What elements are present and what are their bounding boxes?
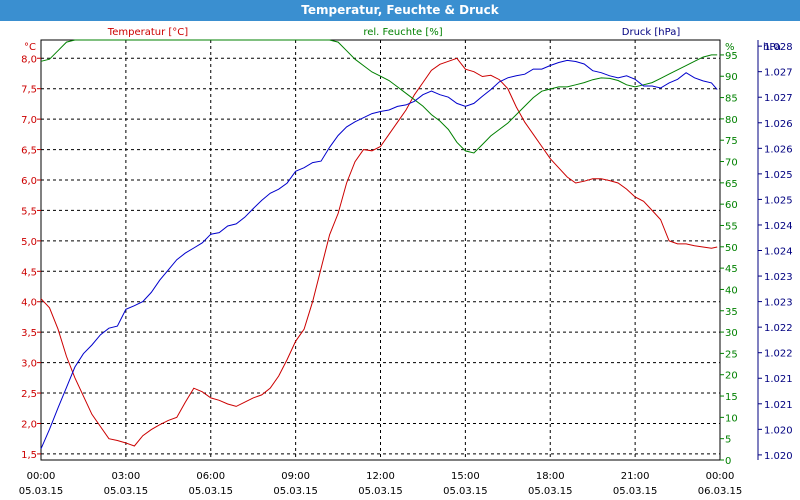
pressure-tick-label: 1.026 — [764, 119, 793, 130]
x-tick-date: 05.03.15 — [613, 486, 658, 497]
pressure-tick-label: 1.024 — [764, 247, 793, 258]
temperature-tick-label: 4,0 — [21, 298, 37, 309]
pressure-unit-label: hPa — [763, 42, 781, 53]
temperature-tick-label: 7,0 — [21, 115, 37, 126]
humidity-tick-label: 70 — [725, 158, 738, 169]
humidity-tick-label: 45 — [725, 264, 738, 275]
humidity-tick-label: 40 — [725, 285, 738, 296]
x-tick-date: 06.03.15 — [698, 486, 743, 497]
humidity-tick-label: 90 — [725, 72, 738, 83]
x-tick-date: 05.03.15 — [19, 486, 64, 497]
humidity-tick-label: 65 — [725, 179, 738, 190]
temperature-tick-label: 3,5 — [21, 328, 37, 339]
x-tick-date: 05.03.15 — [443, 486, 488, 497]
pressure-tick-label: 1.023 — [764, 298, 793, 309]
pressure-tick-label: 1.023 — [764, 272, 793, 283]
pressure-tick-label: 1.025 — [764, 170, 793, 181]
humidity-axis-title: rel. Feuchte [%] — [363, 27, 442, 38]
x-tick-time: 00:00 — [706, 471, 735, 482]
x-tick-date: 05.03.15 — [528, 486, 573, 497]
temperature-tick-label: 4,5 — [21, 267, 37, 278]
temperature-axis-title: Temperatur [°C] — [107, 27, 188, 38]
x-tick-time: 15:00 — [451, 471, 480, 482]
pressure-tick-label: 1.021 — [764, 374, 793, 385]
x-tick-time: 03:00 — [111, 471, 140, 482]
pressure-tick-label: 1.022 — [764, 323, 793, 334]
temperature-tick-label: 2,0 — [21, 419, 37, 430]
humidity-tick-label: 15 — [725, 392, 738, 403]
humidity-tick-label: 35 — [725, 307, 738, 318]
x-tick-time: 18:00 — [536, 471, 565, 482]
pressure-tick-label: 1.025 — [764, 195, 793, 206]
humidity-tick-label: 85 — [725, 94, 738, 105]
humidity-tick-label: 0 — [725, 456, 731, 467]
axes-layer: 00:00 05.03.15 03:00 05.03.15 06:00 05.03.15 0… — [19, 40, 793, 497]
pressure-tick-label: 1.026 — [764, 144, 793, 155]
x-tick-time: 09:00 — [281, 471, 310, 482]
series-layer — [40, 39, 718, 449]
x-tick-date: 05.03.15 — [104, 486, 149, 497]
humidity-tick-label: 60 — [725, 200, 738, 211]
pressure-tick-label: 1.028 — [764, 42, 793, 53]
temperature-tick-label: 6,5 — [21, 146, 37, 157]
x-tick-time: 06:00 — [196, 471, 225, 482]
humidity-tick-label: 75 — [725, 136, 738, 147]
pressure-tick-label: 1.020 — [764, 451, 793, 462]
temperature-tick-label: 3,0 — [21, 359, 37, 370]
x-tick-time: 00:00 — [27, 471, 56, 482]
temperature-tick-label: 7,5 — [21, 85, 37, 96]
chart-title: Temperatur, Feuchte & Druck — [0, 0, 800, 21]
humidity-tick-label: 95 — [725, 51, 738, 62]
grid-lines — [41, 40, 720, 460]
x-tick-date: 05.03.15 — [188, 486, 233, 497]
temperature-tick-label: 8,0 — [21, 54, 37, 65]
x-tick-date: 05.03.15 — [273, 486, 318, 497]
temperature-series-line — [40, 57, 718, 447]
humidity-unit-label: % — [725, 42, 735, 53]
temperature-unit-label: °C — [24, 42, 36, 53]
pressure-tick-label: 1.020 — [764, 425, 793, 436]
pressure-tick-label: 1.027 — [764, 93, 793, 104]
x-tick-time: 21:00 — [621, 471, 650, 482]
humidity-tick-label: 25 — [725, 349, 738, 360]
pressure-tick-label: 1.027 — [764, 68, 793, 79]
x-tick-time: 12:00 — [366, 471, 395, 482]
humidity-tick-label: 20 — [725, 371, 738, 382]
humidity-tick-label: 55 — [725, 221, 738, 232]
humidity-tick-label: 80 — [725, 115, 738, 126]
humidity-tick-label: 10 — [725, 413, 738, 424]
temperature-tick-label: 2,5 — [21, 389, 37, 400]
pressure-axis-title: Druck [hPa] — [622, 27, 681, 38]
humidity-tick-label: 30 — [725, 328, 738, 339]
humidity-series-line — [40, 39, 718, 154]
temperature-tick-label: 5,0 — [21, 237, 37, 248]
x-tick-date: 05.03.15 — [358, 486, 403, 497]
pressure-tick-label: 1.022 — [764, 349, 793, 360]
pressure-tick-label: 1.024 — [764, 221, 793, 232]
pressure-series-line — [40, 59, 718, 449]
pressure-tick-label: 1.021 — [764, 400, 793, 411]
temperature-tick-label: 5,5 — [21, 206, 37, 217]
humidity-tick-label: 5 — [725, 435, 731, 446]
humidity-tick-label: 50 — [725, 243, 738, 254]
temperature-tick-label: 1,5 — [21, 450, 37, 461]
temperature-tick-label: 6,0 — [21, 176, 37, 187]
